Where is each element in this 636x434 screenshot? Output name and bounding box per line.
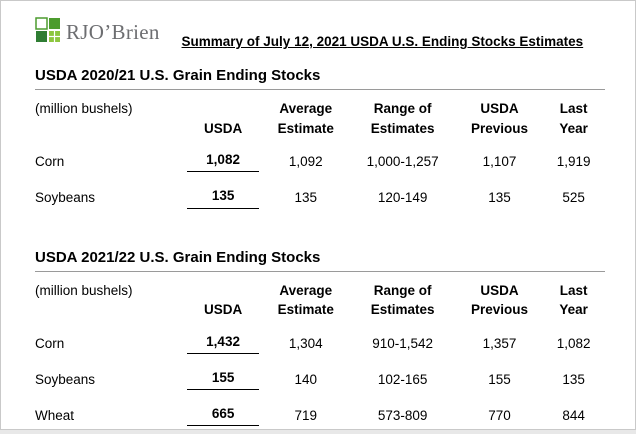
average-estimate-cell: 135 [263,180,349,216]
usda-cell: 665 [183,398,263,434]
range-cell: 910-1,542 [348,326,456,362]
range-cell: 573-809 [348,398,456,434]
usda-previous-cell: 770 [457,398,543,434]
usda-cell: 155 [183,362,263,398]
usda-value: 135 [187,188,259,208]
section-2020-21: USDA 2020/21 U.S. Grain Ending Stocks (m… [35,67,605,217]
column-header-usda: USDA [183,90,263,144]
range-cell: 102-165 [348,362,456,398]
report-title: Summary of July 12, 2021 USDA U.S. Endin… [182,34,584,49]
table-row-corn: Corn 1,082 1,092 1,000-1,257 1,107 1,919 [35,144,605,180]
stocks-table-2020-21: (million bushels) USDA Average Estimate … [35,90,605,217]
usda-value: 155 [187,370,259,390]
usda-previous-cell: 1,357 [457,326,543,362]
usda-value: 665 [187,406,259,426]
section-title: USDA 2020/21 U.S. Grain Ending Stocks [35,67,605,90]
logo-wordmark: RJO’Brien [66,18,160,43]
last-year-cell: 1,082 [542,326,605,362]
table-header-row: (million bushels) USDA Average Estimate … [35,90,605,144]
rjo-leaf-icon [35,17,61,43]
column-header-last-year: Last Year [542,90,605,144]
commodity-cell: Corn [35,144,183,180]
table-header-row: (million bushels) USDA Average Estimate … [35,272,605,326]
average-estimate-cell: 1,092 [263,144,349,180]
section-title: USDA 2021/22 U.S. Grain Ending Stocks [35,249,605,272]
last-year-cell: 844 [542,398,605,434]
usda-previous-cell: 155 [457,362,543,398]
average-estimate-cell: 1,304 [263,326,349,362]
last-year-cell: 135 [542,362,605,398]
column-header-range-of-estimates: Range of Estimates [348,90,456,144]
column-header-average-estimate: Average Estimate [263,272,349,326]
last-year-cell: 1,919 [542,144,605,180]
column-header-average-estimate: Average Estimate [263,90,349,144]
report-header: RJO’Brien Summary of July 12, 2021 USDA … [35,17,605,51]
usda-value: 1,432 [187,334,259,354]
usda-previous-cell: 135 [457,180,543,216]
last-year-cell: 525 [542,180,605,216]
column-header-last-year: Last Year [542,272,605,326]
rjo-brien-logo: RJO’Brien [35,17,160,43]
commodity-cell: Corn [35,326,183,362]
table-row-soybeans: Soybeans 155 140 102-165 155 135 [35,362,605,398]
table-row-corn: Corn 1,432 1,304 910-1,542 1,357 1,082 [35,326,605,362]
commodity-cell: Wheat [35,398,183,434]
table-row-wheat: Wheat 665 719 573-809 770 844 [35,398,605,434]
commodity-cell: Soybeans [35,362,183,398]
average-estimate-cell: 719 [263,398,349,434]
stocks-table-2021-22: (million bushels) USDA Average Estimate … [35,272,605,434]
commodity-cell: Soybeans [35,180,183,216]
title-area: Summary of July 12, 2021 USDA U.S. Endin… [160,17,605,51]
usda-cell: 135 [183,180,263,216]
column-header-range-of-estimates: Range of Estimates [348,272,456,326]
usda-cell: 1,432 [183,326,263,362]
column-header-usda-previous: USDA Previous [457,272,543,326]
column-header-usda: USDA [183,272,263,326]
table-row-soybeans: Soybeans 135 135 120-149 135 525 [35,180,605,216]
average-estimate-cell: 140 [263,362,349,398]
usda-cell: 1,082 [183,144,263,180]
unit-label: (million bushels) [35,90,183,144]
column-header-usda-previous: USDA Previous [457,90,543,144]
unit-label: (million bushels) [35,272,183,326]
range-cell: 1,000-1,257 [348,144,456,180]
usda-value: 1,082 [187,152,259,172]
range-cell: 120-149 [348,180,456,216]
usda-previous-cell: 1,107 [457,144,543,180]
section-2021-22: USDA 2021/22 U.S. Grain Ending Stocks (m… [35,249,605,434]
